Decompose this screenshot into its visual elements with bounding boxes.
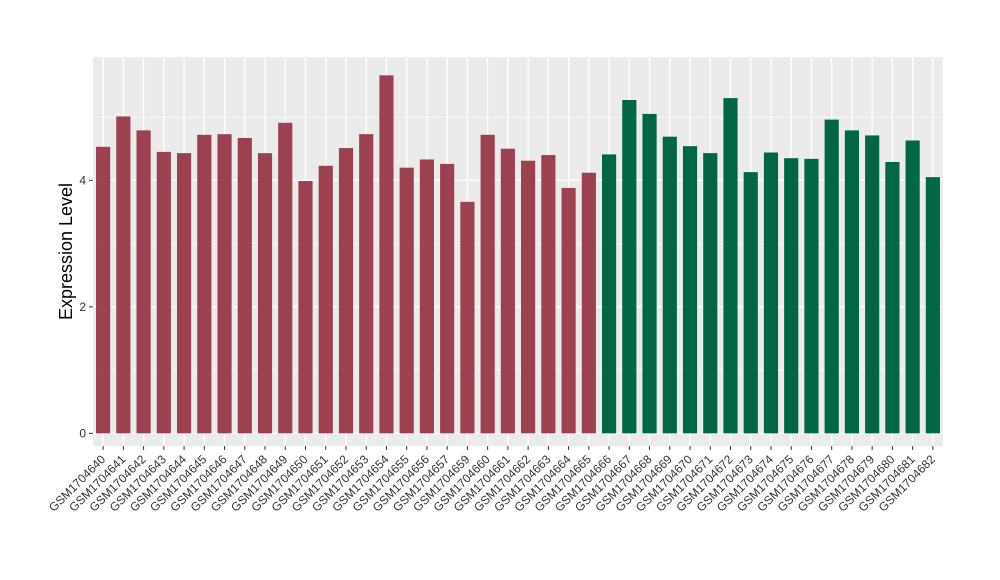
bar-GSM1704665 <box>581 172 596 434</box>
plot-panel <box>93 57 943 446</box>
bar-GSM1704648 <box>257 153 273 434</box>
bar-GSM1704646 <box>217 134 232 434</box>
y-tick-label: 4 <box>79 173 86 187</box>
y-tick-label: 0 <box>79 426 86 440</box>
y-axis-title: Expression Level <box>56 183 76 320</box>
bar-GSM1704641 <box>116 116 131 434</box>
bar-GSM1704673 <box>743 172 758 434</box>
bar-GSM1704643 <box>156 151 171 434</box>
bar-GSM1704647 <box>237 137 252 434</box>
bar-GSM1704657 <box>440 163 455 434</box>
bar-GSM1704675 <box>784 158 799 434</box>
bar-GSM1704651 <box>318 165 333 434</box>
bar-GSM1704670 <box>682 146 698 434</box>
bar-GSM1704674 <box>763 152 779 434</box>
bar-GSM1704663 <box>541 155 556 434</box>
bar-GSM1704664 <box>561 187 576 434</box>
y-tick-label: 2 <box>79 300 86 314</box>
bar-GSM1704681 <box>905 140 920 434</box>
bar-GSM1704679 <box>865 135 880 434</box>
bar-GSM1704667 <box>622 100 637 434</box>
bar-GSM1704652 <box>338 148 354 434</box>
bar-GSM1704677 <box>824 119 839 434</box>
bar-GSM1704650 <box>298 180 313 434</box>
bar-GSM1704642 <box>136 130 151 434</box>
bar-GSM1704662 <box>521 160 536 434</box>
bar-GSM1704669 <box>662 136 677 434</box>
bar-GSM1704654 <box>379 75 394 434</box>
bar-GSM1704640 <box>96 146 111 434</box>
bars <box>96 75 940 434</box>
bar-GSM1704644 <box>176 153 192 434</box>
bar-GSM1704660 <box>480 134 495 434</box>
bar-GSM1704656 <box>419 159 435 434</box>
bar-GSM1704671 <box>703 153 718 434</box>
bar-GSM1704645 <box>197 134 212 434</box>
x-axis: GSM1704640GSM1704641GSM1704642GSM1704643… <box>46 446 938 514</box>
minor-gridlines <box>93 116 943 371</box>
bar-GSM1704678 <box>844 130 860 434</box>
y-axis: 0 2 4 <box>79 173 93 440</box>
bar-GSM1704655 <box>399 167 414 434</box>
bar-GSM1704682 <box>925 177 940 434</box>
bar-GSM1704649 <box>278 122 293 434</box>
bar-GSM1704666 <box>601 154 617 434</box>
bar-GSM1704668 <box>642 113 657 434</box>
bar-GSM1704672 <box>723 98 738 434</box>
bar-GSM1704680 <box>885 161 900 434</box>
bar-GSM1704676 <box>804 158 819 434</box>
bar-GSM1704661 <box>500 148 515 434</box>
bar-GSM1704653 <box>359 134 374 434</box>
bar-GSM1704659 <box>460 201 475 434</box>
